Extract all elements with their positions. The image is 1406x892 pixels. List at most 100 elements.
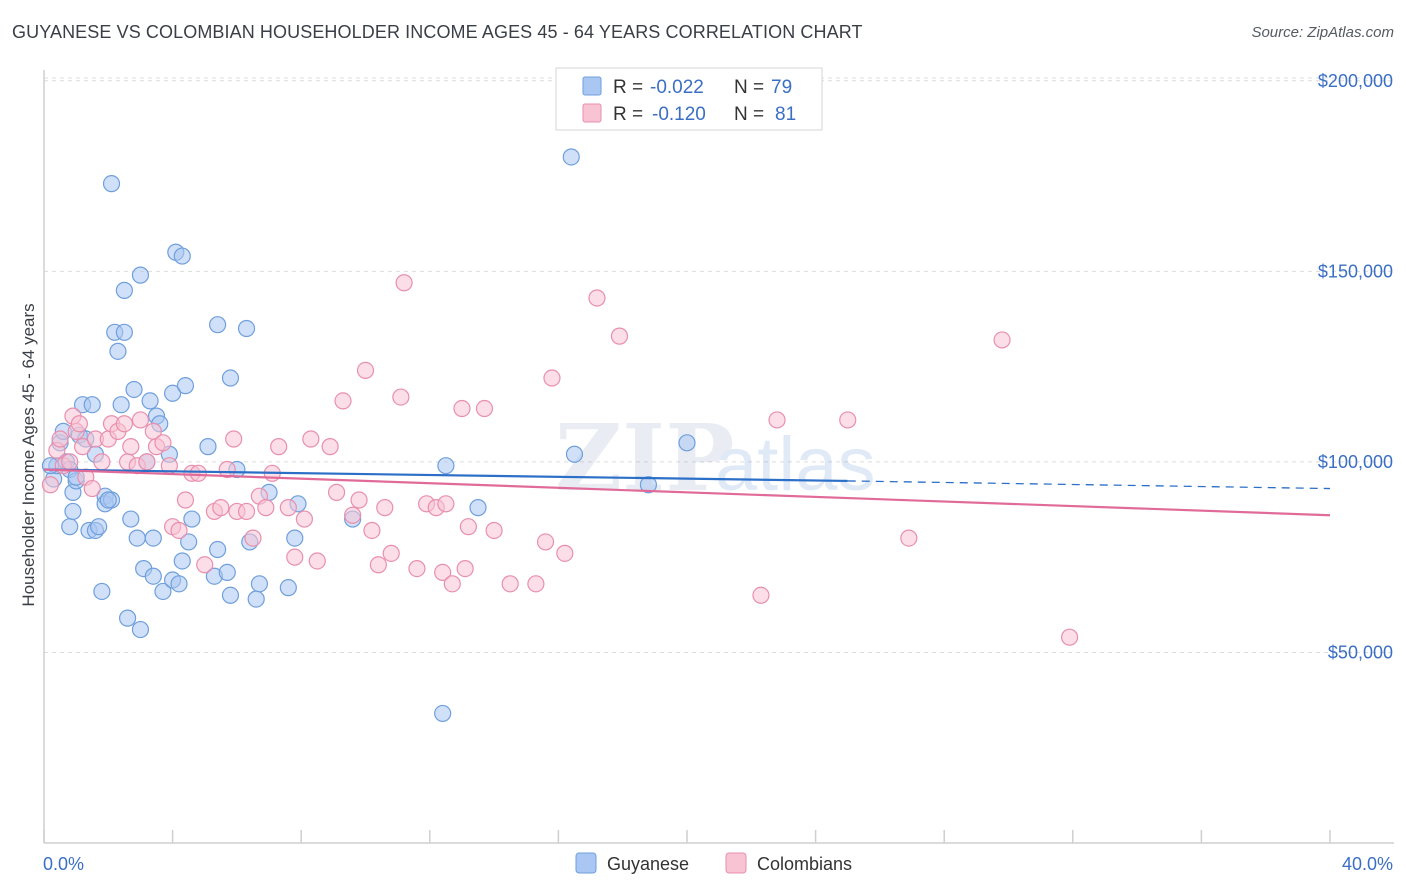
colombians-point [752,586,770,604]
legend-r-label-2: R = [613,104,643,125]
colombians-point [321,438,339,456]
bottom-legend-label-colombians: Colombians [757,854,852,874]
gridlines [44,77,1394,653]
bottom-legend-swatch-colombians [725,852,747,874]
colombians-point [610,327,629,345]
y-tick-label: $150,000 [1318,261,1393,281]
colombians-point [392,388,410,406]
x-tick-label-max: 40.0% [1342,854,1393,874]
guyanese-point [437,457,455,475]
colombians-point [993,331,1011,349]
y-tick-label: $50,000 [1328,642,1393,662]
trend-lines [43,468,1331,517]
colombians-point [543,369,561,387]
colombians-point [270,438,288,456]
guyanese-point [173,247,191,265]
colombians-point [244,529,262,547]
colombians-point [93,453,111,471]
legend-r-value-1: -0.022 [650,77,704,98]
guyanese-point [154,582,172,601]
colombians-point [459,518,477,536]
colombians-point [122,438,140,456]
colombians-point [308,552,326,570]
guyanese-point [102,175,121,193]
axes [43,70,1394,844]
colombians-point [225,430,243,448]
guyanese-point [250,575,269,593]
guyanese-point [221,369,240,387]
guyanese-point [218,563,236,582]
guyanese-point [170,575,188,593]
guyanese-point [221,586,240,604]
colombians-point [434,563,452,582]
colombians-point [350,491,368,509]
bottom-legend-swatch-guyanese [575,852,597,874]
colombians-point [131,411,150,429]
colombians-point [51,430,69,448]
colombians-point [475,399,494,418]
guyanese-point [247,590,265,608]
colombians-point [344,506,362,524]
colombians-trend-line [43,468,1331,517]
bottom-legend-label-guyanese: Guyanese [607,854,689,874]
colombians-point [376,499,394,517]
guyanese-point [61,518,79,536]
watermark-atlas: atlas [715,422,876,507]
watermark: ZIP atlas [555,404,876,512]
colombians-point [138,453,156,471]
colombians-point [257,499,275,517]
colombians-point [1060,628,1079,646]
colombians-point [456,559,474,578]
guyanese-point [109,342,127,360]
guyanese-point [639,476,658,494]
guyanese-point [279,579,297,597]
colombians-point [327,483,346,501]
guyanese-point [209,316,227,334]
source-label: Source: ZipAtlas.com [1251,24,1394,41]
legend-box: R = -0.022 N = 79 R = -0.120 N = 81 [555,67,823,131]
colombians-point [382,544,400,562]
colombians-point [395,274,413,292]
guyanese-point [144,567,162,585]
y-axis-label: Householder Income Ages 45 - 64 years [19,303,38,606]
legend-r-label-1: R = [613,77,643,98]
guyanese-point [286,529,304,547]
guyanese-point [115,323,133,341]
colombians-point [501,575,519,593]
colombians-point [768,411,786,429]
colombians-point [443,575,461,593]
guyanese-point [90,518,108,536]
legend-swatch-colombians [582,103,602,123]
guyanese-point [125,380,143,399]
y-tick-label: $200,000 [1318,71,1393,91]
guyanese-point [122,510,140,528]
colombians-point [588,289,606,307]
guyanese-point [83,396,101,414]
guyanese-point [180,533,198,551]
guyanese-point [118,609,137,627]
colombians-point [369,556,387,574]
colombians-point [839,411,857,429]
guyanese-point [678,434,696,452]
legend-n-label-2: N = [734,104,764,125]
colombians-point [302,430,320,448]
guyanese-trend-extension [847,480,1331,490]
guyanese-point [164,384,182,402]
colombians-point [363,521,381,540]
guyanese-point [115,281,133,299]
colombians-point [536,533,555,551]
x-tick-label-min: 0.0% [43,854,84,874]
colombians-point [356,361,375,380]
colombians-point [527,575,545,593]
colombians-point [218,460,236,479]
colombians-point [73,438,92,456]
guyanese-point [99,491,117,509]
colombians-point [900,529,918,547]
colombians-point [41,476,60,494]
legend-r-value-2: -0.120 [652,104,706,125]
guyanese-point [128,529,146,547]
colombians-point [334,392,352,410]
guyanese-point [131,266,150,284]
guyanese-point [237,319,256,338]
